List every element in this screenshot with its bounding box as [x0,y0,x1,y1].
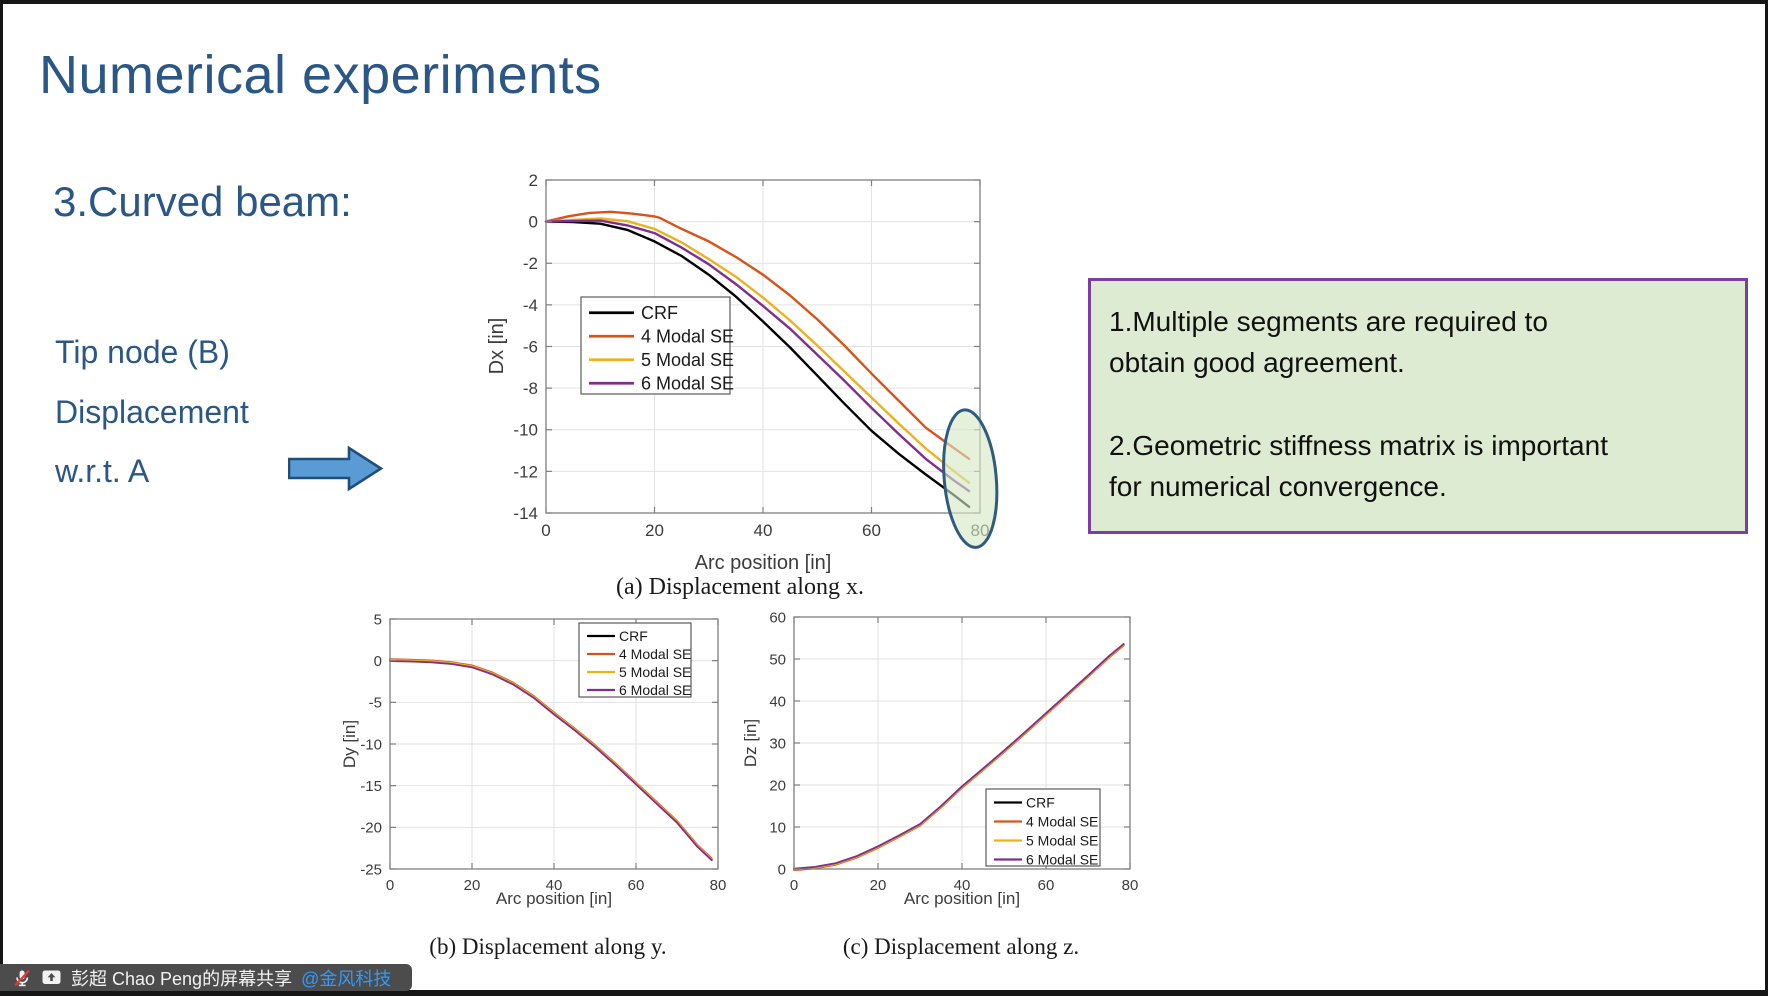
series-crf [544,220,971,508]
section-heading: 3.Curved beam: [53,178,352,225]
svg-text:60: 60 [862,521,881,540]
zoom-screen-share-bar[interactable]: 彭超 Chao Peng的屏幕共享 @金风科技 [0,964,412,991]
svg-text:80: 80 [1122,877,1139,894]
mic-muted-icon [14,969,30,986]
series-6-modal-se [389,660,713,862]
presenter-share-label: 彭超 Chao Peng的屏幕共享 [71,968,293,989]
svg-text:20: 20 [464,877,481,894]
axis-ticks [793,616,1131,870]
svg-text:-8: -8 [523,379,538,398]
svg-text:5: 5 [374,611,382,628]
series-5-modal-se [544,217,971,484]
figure-caption-b: (b) Displacement along y. [429,934,667,959]
svg-text:6 Modal SE: 6 Modal SE [619,682,691,698]
left-text-line: Displacement [55,394,249,430]
svg-text:-12: -12 [513,462,538,481]
note-line: 1.Multiple segments are required to [1109,306,1548,337]
note-line: 2.Geometric stiffness matrix is importan… [1109,430,1608,461]
legend: CRF 4 Modal SE 5 Modal SE 6 Modal SE [578,622,692,698]
tick-labels: 0 20 40 60 80 60 50 40 30 20 10 0 [769,609,1138,894]
note-line: for numerical convergence. [1109,471,1447,502]
legend: CRF 4 Modal SE 5 Modal SE 6 Modal SE [985,788,1101,867]
svg-text:-10: -10 [360,736,382,753]
svg-text:0: 0 [529,213,538,232]
svg-text:10: 10 [769,819,786,836]
svg-text:60: 60 [1038,877,1055,894]
svg-text:80: 80 [710,877,727,894]
y-axis-label: Dx [in] [486,318,508,375]
chart-displacement-y: 0 20 40 60 80 5 0 -5 -10 -15 -20 -25 Arc position [i… [340,611,726,908]
svg-text:20: 20 [645,521,664,540]
svg-text:CRF: CRF [619,628,648,644]
svg-text:-2: -2 [523,254,538,273]
svg-text:5 Modal SE: 5 Modal SE [641,350,734,370]
figure-caption-c: (c) Displacement along z. [842,934,1080,959]
svg-text:-10: -10 [513,421,538,440]
svg-text:-5: -5 [369,695,382,712]
svg-text:-20: -20 [360,820,382,837]
tick-labels: 0 20 40 60 80 5 0 -5 -10 -15 -20 -25 [360,611,726,894]
series-lines [793,643,1125,872]
svg-text:60: 60 [628,877,645,894]
series-6-modal-se [793,643,1125,870]
svg-text:40: 40 [546,877,563,894]
svg-text:0: 0 [374,653,382,670]
series-lines [544,210,971,508]
svg-text:CRF: CRF [641,303,678,323]
svg-text:-15: -15 [360,778,382,795]
series-6-modal-se [544,219,971,493]
figure-caption-a: (a) Displacement along x. [616,574,864,600]
svg-text:0: 0 [790,877,798,894]
page-title: Numerical experiments [39,45,602,105]
svg-text:-4: -4 [523,296,538,315]
highlight-ellipse-annotation [942,408,999,549]
svg-text:60: 60 [769,609,786,626]
svg-text:20: 20 [870,877,887,894]
x-axis-label: Arc position [in] [904,889,1020,908]
svg-text:-14: -14 [513,504,538,523]
svg-text:6 Modal SE: 6 Modal SE [1026,851,1098,867]
svg-text:5 Modal SE: 5 Modal SE [619,664,691,680]
svg-text:0: 0 [541,521,550,540]
series-4-modal-se [544,210,971,461]
series-lines [389,658,713,862]
screen-share-icon [42,970,61,984]
svg-text:50: 50 [769,651,786,668]
svg-text:4 Modal SE: 4 Modal SE [641,327,734,347]
company-mention-link[interactable]: @金风科技 [301,968,392,989]
svg-text:2: 2 [529,171,538,190]
note-line: obtain good agreement. [1109,347,1405,378]
svg-text:30: 30 [769,735,786,752]
legend: CRF 4 Modal SE 5 Modal SE 6 Modal SE [580,296,734,395]
x-axis-label: Arc position [in] [695,552,832,574]
svg-text:40: 40 [754,521,773,540]
x-axis-label: Arc position [in] [496,889,612,908]
svg-text:-6: -6 [523,337,538,356]
svg-text:4 Modal SE: 4 Modal SE [1026,813,1098,829]
y-axis-label: Dz [in] [741,719,760,767]
svg-text:4 Modal SE: 4 Modal SE [619,646,691,662]
left-text-line: Tip node (B) [55,334,230,370]
note-paragraph-gap [1109,383,1727,425]
svg-text:6 Modal SE: 6 Modal SE [641,374,734,394]
conclusion-note-box: 1.Multiple segments are required to obta… [1088,278,1748,534]
svg-text:0: 0 [778,861,786,878]
left-text-line: w.r.t. A [55,453,150,489]
axis-ticks [389,618,719,870]
svg-text:20: 20 [769,777,786,794]
chart-displacement-z: 0 20 40 60 80 60 50 40 30 20 10 0 Arc position [in] D… [741,609,1138,908]
presentation-slide: Numerical experiments 3.Curved beam: Tip… [3,4,1765,990]
svg-text:40: 40 [769,693,786,710]
svg-text:0: 0 [386,877,394,894]
right-arrow-icon [288,445,383,492]
svg-text:5 Modal SE: 5 Modal SE [1026,832,1098,848]
svg-text:40: 40 [954,877,971,894]
svg-text:CRF: CRF [1026,794,1055,810]
svg-text:-25: -25 [360,861,382,878]
y-axis-label: Dy [in] [340,720,359,768]
